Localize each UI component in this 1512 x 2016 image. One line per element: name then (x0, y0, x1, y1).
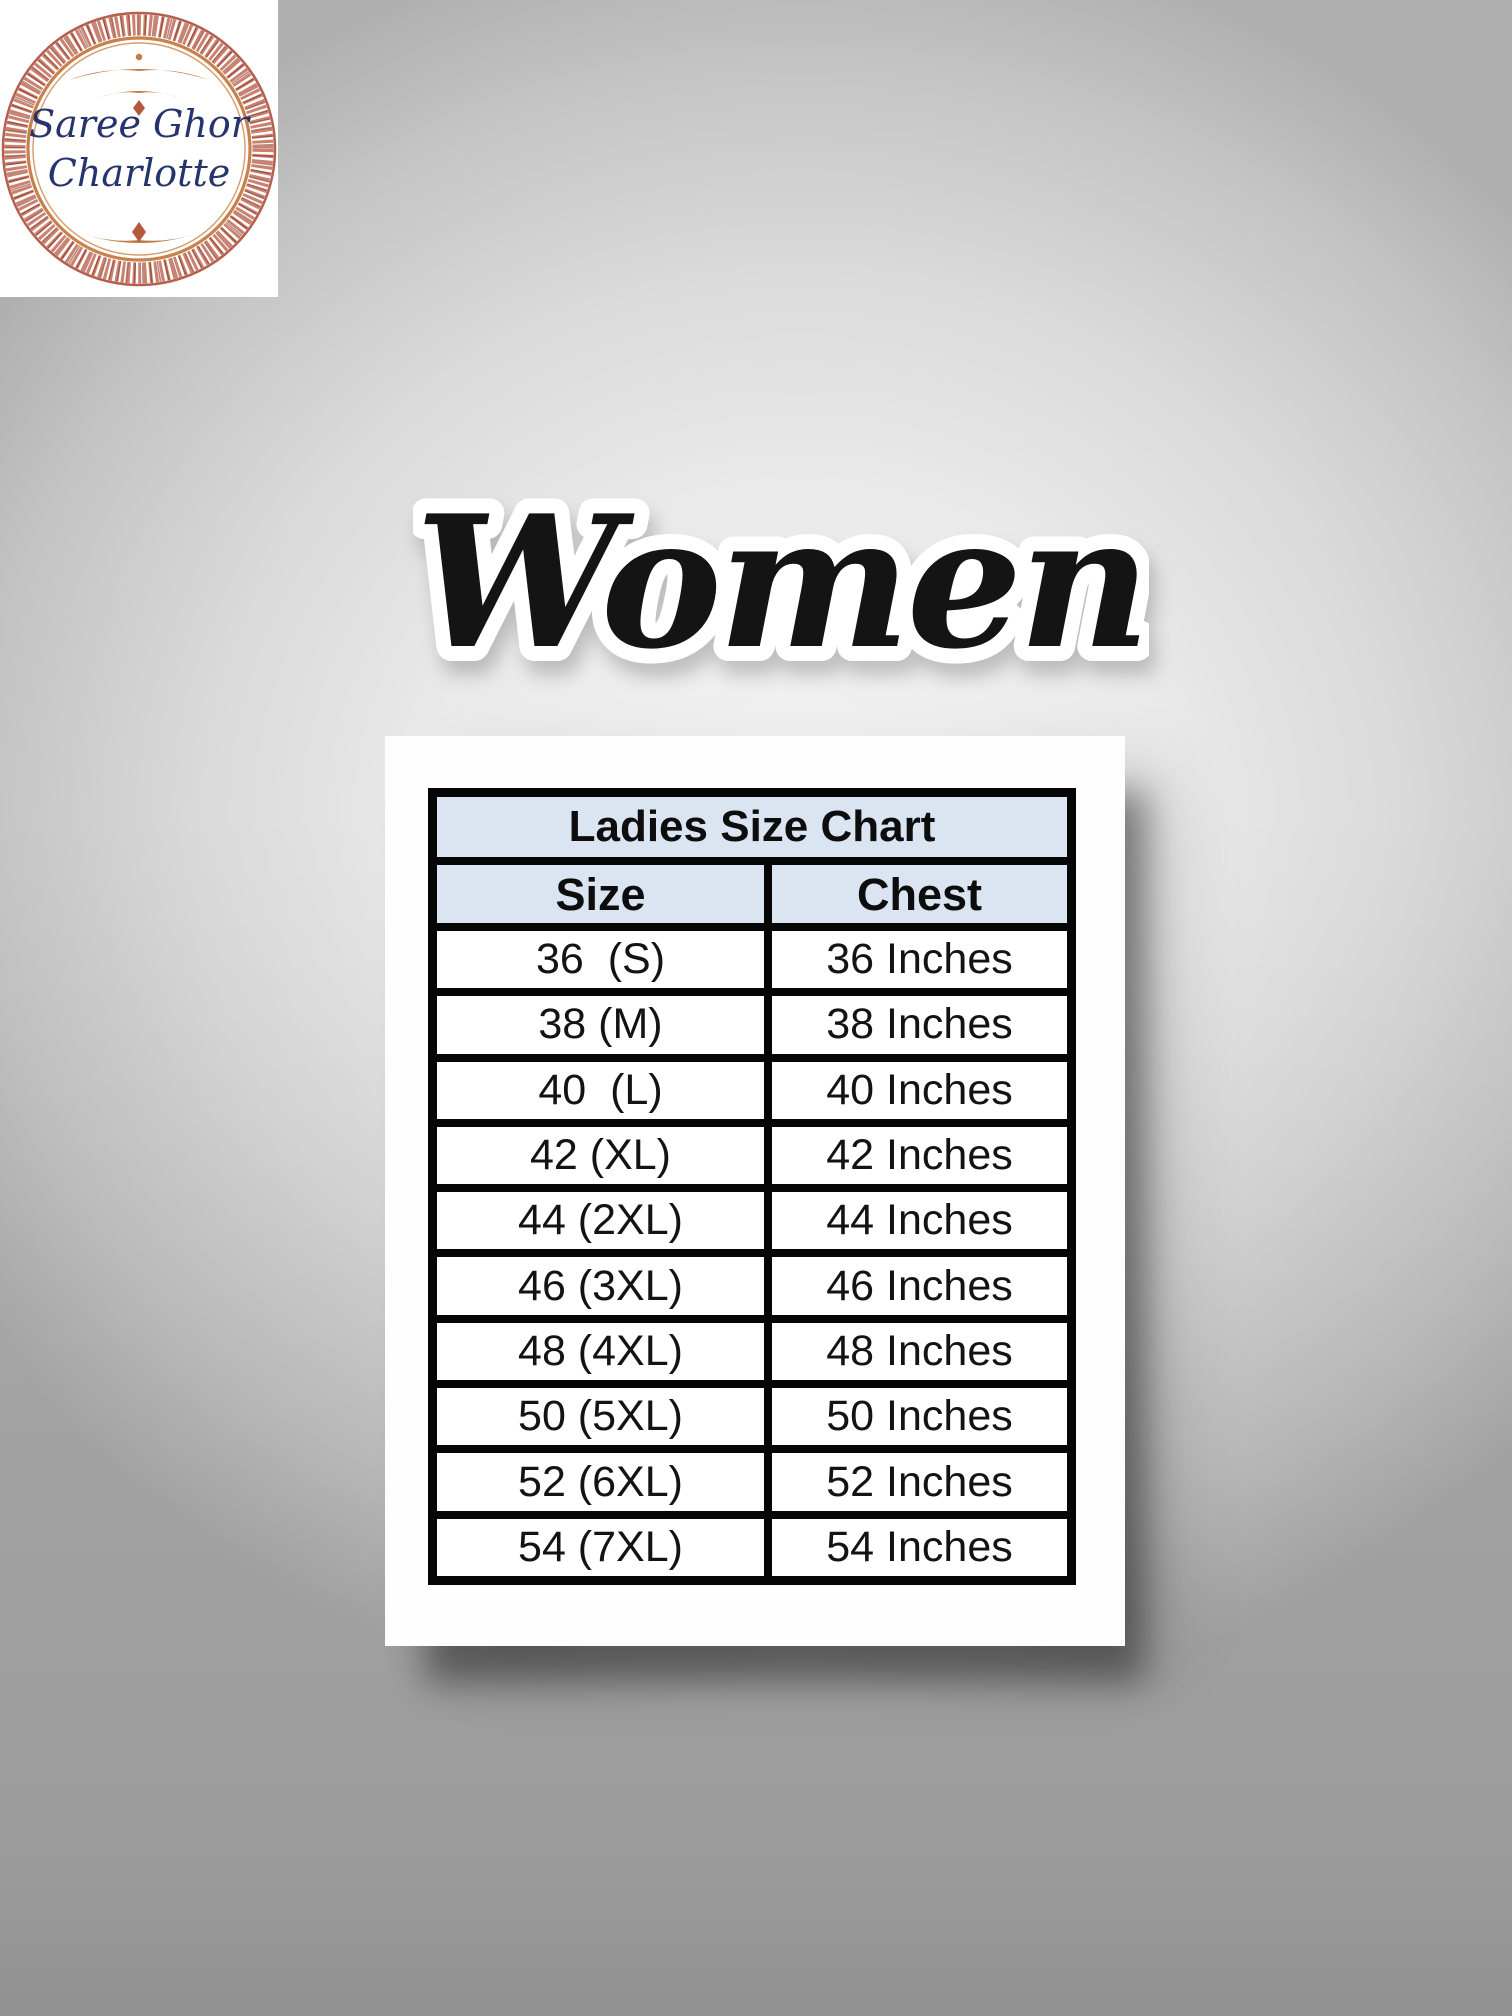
title-sticker-graphic: Women (413, 468, 1149, 704)
brand-logo-graphic: Saree Ghor Charlotte (1, 11, 277, 287)
column-header-size: Size (437, 865, 764, 923)
size-cell: 48 (4XL) (437, 1322, 764, 1381)
chest-cell: 50 Inches (772, 1388, 1067, 1446)
ornament-flourish-bottom-icon (83, 222, 195, 243)
size-chart-card: Ladies Size Chart Size Chest 36 (S) 36 I… (385, 736, 1125, 1646)
size-cell: 52 (6XL) (437, 1453, 764, 1511)
chest-cell: 40 Inches (772, 1061, 1067, 1119)
size-cell: 54 (7XL) (437, 1518, 764, 1576)
chest-cell: 46 Inches (772, 1257, 1067, 1315)
size-chart-table: Ladies Size Chart Size Chest 36 (S) 36 I… (428, 788, 1076, 1585)
chest-cell: 52 Inches (772, 1453, 1067, 1511)
column-header-chest: Chest (772, 865, 1067, 923)
chest-cell: 48 Inches (772, 1322, 1067, 1381)
chest-cell: 42 Inches (772, 1126, 1067, 1185)
ornament-flourish-top-icon (69, 53, 209, 116)
chest-cell: 54 Inches (772, 1518, 1067, 1576)
size-cell: 50 (5XL) (437, 1388, 764, 1446)
chest-cell: 38 Inches (772, 996, 1067, 1054)
size-cell: 40 (L) (437, 1061, 764, 1119)
title-sticker: Women (413, 468, 1149, 718)
chest-cell: 36 Inches (772, 931, 1067, 989)
page-title: Women (415, 475, 1147, 689)
size-cell: 42 (XL) (437, 1126, 764, 1185)
table-title: Ladies Size Chart (437, 797, 1067, 857)
ornament-ring-icon (1, 11, 277, 287)
size-cell: 44 (2XL) (437, 1192, 764, 1250)
brand-name-line1: Saree Ghor (29, 102, 252, 146)
size-cell: 46 (3XL) (437, 1257, 764, 1315)
brand-logo: Saree Ghor Charlotte (0, 0, 278, 297)
size-cell: 36 (S) (437, 931, 764, 989)
size-cell: 38 (M) (437, 996, 764, 1054)
brand-name-line2: Charlotte (48, 151, 230, 195)
chest-cell: 44 Inches (772, 1192, 1067, 1250)
